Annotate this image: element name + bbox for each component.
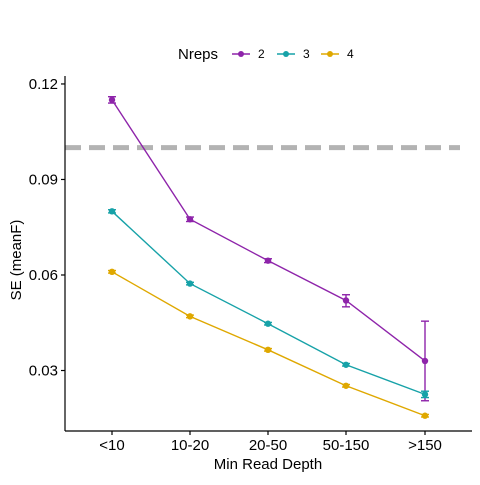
data-point: [108, 96, 116, 104]
x-tick-label: >150: [408, 437, 442, 454]
y-tick-label: 0.12: [29, 76, 58, 93]
legend-title: Nreps: [178, 46, 218, 63]
data-point: [264, 346, 272, 354]
series-4: [108, 268, 429, 419]
data-point: [264, 320, 272, 327]
data-point: [342, 382, 350, 389]
legend-label-2: 2: [258, 47, 265, 61]
data-point: [108, 208, 116, 215]
legend-key-point-3: [283, 51, 289, 57]
series-2: [108, 95, 429, 402]
data-point: [186, 313, 194, 320]
data-point: [421, 412, 429, 419]
y-tick-label: 0.06: [29, 267, 58, 284]
data-point: [342, 297, 350, 304]
x-axis-label: Min Read Depth: [214, 456, 322, 473]
legend-label-3: 3: [303, 47, 310, 61]
y-axis-label: SE (meanF): [8, 220, 25, 301]
data-point: [421, 357, 429, 365]
series-line-4: [111, 271, 426, 417]
axes: 0.03 0.06 0.09 0.12 <10 10-20 20-50 50-150 >150: [29, 76, 472, 454]
data-point: [342, 361, 350, 368]
series-line-3: [111, 210, 426, 396]
data-point: [108, 268, 116, 276]
legend-key-point-2: [238, 51, 244, 57]
legend-key-point-4: [327, 51, 333, 57]
x-tick-label: 20-50: [249, 437, 287, 454]
data-point: [186, 280, 194, 287]
x-tick-label: 50-150: [323, 437, 370, 454]
data-point: [186, 216, 194, 223]
data-point: [421, 391, 429, 398]
data-point: [264, 257, 272, 264]
series-3: [108, 208, 429, 399]
legend-label-4: 4: [347, 47, 354, 61]
y-tick-label: 0.09: [29, 171, 58, 188]
y-tick-label: 0.03: [29, 363, 58, 380]
x-tick-label: 10-20: [171, 437, 209, 454]
series-layer: [108, 95, 429, 419]
legend: Nreps 2 3 4: [178, 46, 354, 63]
x-tick-label: <10: [99, 437, 124, 454]
